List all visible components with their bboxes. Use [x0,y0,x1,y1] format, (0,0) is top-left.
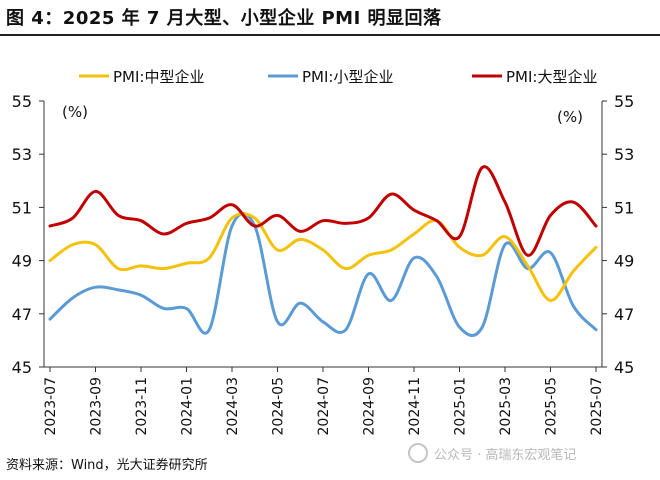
x-tick-label: 2023-11 [134,377,150,436]
series-line-large-enterprise [48,165,598,257]
y-tick-label-right: 51 [614,198,634,217]
source-note: 资料来源：Wind，光大证券研究所 [6,458,208,473]
y-tick-label-right: 53 [614,145,634,164]
pmi-line-chart: 45 45 47 47 49 49 51 51 53 53 55 55 (%) (%) 2023-07 202… [12,68,635,436]
y-tick-label-right: 49 [614,252,634,271]
y-tick-label-left: 49 [12,252,32,271]
x-tick-label: 2025-07 [589,377,605,436]
y-unit-left: (%) [62,103,88,121]
x-tick-label: 2024-11 [407,377,423,436]
x-tick-label: 2023-07 [43,377,59,436]
y-tick-label-left: 51 [12,198,32,217]
x-tick-label: 2024-01 [180,377,196,436]
series-line-medium-enterprise [48,212,598,302]
legend-label-large-enterprise: PMI:大型企业 [506,68,597,86]
series-line-small-enterprise [48,212,598,337]
watermark: 公众号 · 高瑞东宏观笔记 [408,443,576,463]
y-unit-right: (%) [557,108,583,126]
legend-label-small-enterprise: PMI:小型企业 [302,68,393,86]
x-tick-label: 2024-05 [271,377,287,436]
wechat-icon [408,443,428,463]
y-tick-label-right: 45 [614,358,634,377]
y-tick-label-left: 55 [12,92,32,111]
x-tick-label: 2024-03 [225,377,241,436]
y-tick-label-right: 55 [614,92,634,111]
page-title: 图 4：2025 年 7 月大型、小型企业 PMI 明显回落 [6,8,442,29]
y-tick-label-left: 45 [12,358,32,377]
y-tick-label-right: 47 [614,305,634,324]
x-tick-label: 2025-01 [453,377,469,436]
x-tick-label: 2024-09 [362,377,378,436]
x-tick-label: 2025-05 [544,377,560,436]
watermark-text: 公众号 · 高瑞东宏观笔记 [434,448,577,463]
legend-label-medium-enterprise: PMI:中型企业 [113,68,204,86]
y-tick-label-left: 53 [12,145,32,164]
x-tick-label: 2023-09 [89,377,105,436]
x-tick-label: 2024-07 [316,377,332,436]
x-tick-label: 2025-03 [498,377,514,436]
y-tick-label-left: 47 [12,305,32,324]
title-divider [0,34,660,36]
